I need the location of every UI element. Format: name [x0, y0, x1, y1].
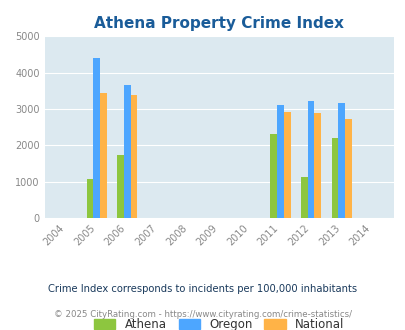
- Bar: [307, 101, 314, 218]
- Bar: [331, 138, 337, 218]
- Bar: [314, 113, 320, 218]
- Bar: [124, 84, 130, 218]
- Bar: [277, 105, 283, 218]
- Bar: [100, 92, 107, 218]
- Bar: [130, 95, 137, 218]
- Bar: [117, 155, 124, 218]
- Bar: [93, 58, 100, 218]
- Bar: [86, 179, 93, 218]
- Bar: [283, 112, 290, 218]
- Bar: [270, 134, 277, 218]
- Bar: [344, 119, 351, 218]
- Bar: [337, 103, 344, 218]
- Bar: [300, 177, 307, 218]
- Text: © 2025 CityRating.com - https://www.cityrating.com/crime-statistics/: © 2025 CityRating.com - https://www.city…: [54, 311, 351, 319]
- Title: Athena Property Crime Index: Athena Property Crime Index: [94, 16, 343, 31]
- Text: Crime Index corresponds to incidents per 100,000 inhabitants: Crime Index corresponds to incidents per…: [48, 284, 357, 294]
- Legend: Athena, Oregon, National: Athena, Oregon, National: [94, 318, 343, 330]
